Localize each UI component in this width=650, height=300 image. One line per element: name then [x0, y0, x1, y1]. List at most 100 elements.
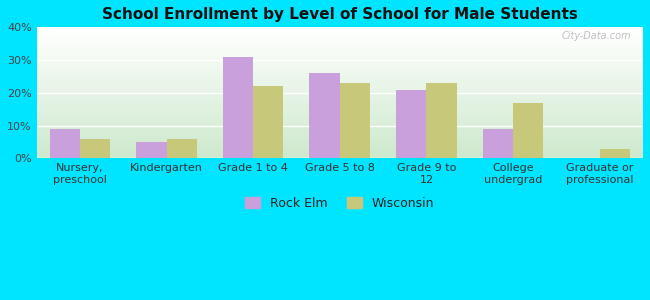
Bar — [36, 27, 650, 28]
Bar — [36, 43, 650, 44]
Bar — [36, 68, 650, 69]
Bar — [36, 74, 650, 75]
Bar — [36, 123, 650, 124]
Bar — [36, 49, 650, 50]
Bar — [36, 56, 650, 57]
Bar — [36, 102, 650, 103]
Bar — [36, 52, 650, 53]
Bar — [36, 144, 650, 145]
Bar — [36, 31, 650, 32]
Bar — [36, 143, 650, 144]
Bar — [36, 82, 650, 83]
Bar — [136, 142, 166, 158]
Bar — [36, 98, 650, 99]
Bar — [36, 34, 650, 35]
Bar — [36, 125, 650, 126]
Bar — [36, 111, 650, 112]
Bar — [36, 128, 650, 129]
Bar — [36, 51, 650, 52]
Bar — [36, 113, 650, 114]
Bar — [36, 28, 650, 29]
Bar — [36, 38, 650, 39]
Bar — [36, 42, 650, 43]
Bar — [49, 129, 80, 158]
Bar — [36, 126, 650, 127]
Bar — [309, 73, 340, 158]
Bar — [36, 108, 650, 109]
Bar — [36, 134, 650, 135]
Bar — [36, 32, 650, 33]
Bar — [223, 57, 253, 158]
Bar — [36, 135, 650, 136]
Bar — [36, 66, 650, 67]
Bar — [36, 88, 650, 89]
Bar — [36, 89, 650, 90]
Bar — [36, 80, 650, 81]
Bar — [36, 73, 650, 74]
Bar — [36, 142, 650, 143]
Bar — [36, 33, 650, 34]
Bar — [36, 53, 650, 54]
Bar — [36, 97, 650, 98]
Bar — [36, 41, 650, 42]
Bar — [36, 109, 650, 110]
Bar — [36, 122, 650, 123]
Bar — [36, 47, 650, 48]
Bar — [36, 84, 650, 85]
Bar — [36, 153, 650, 154]
Bar — [36, 90, 650, 91]
Bar — [36, 46, 650, 47]
Bar — [483, 129, 513, 158]
Bar — [36, 92, 650, 93]
Bar — [36, 77, 650, 78]
Bar — [36, 96, 650, 97]
Bar — [36, 71, 650, 72]
Bar — [36, 62, 650, 63]
Bar — [36, 139, 650, 140]
Bar — [36, 137, 650, 138]
Bar — [36, 130, 650, 131]
Bar — [36, 99, 650, 100]
Bar — [36, 79, 650, 80]
Bar — [36, 151, 650, 152]
Bar — [36, 120, 650, 121]
Bar — [36, 64, 650, 65]
Bar — [340, 83, 370, 158]
Bar — [36, 131, 650, 132]
Bar — [36, 115, 650, 116]
Bar — [253, 86, 283, 158]
Bar — [36, 75, 650, 76]
Bar — [80, 139, 111, 158]
Bar — [36, 48, 650, 49]
Bar — [36, 149, 650, 150]
Bar — [36, 121, 650, 122]
Bar — [36, 106, 650, 107]
Bar — [36, 87, 650, 88]
Bar — [36, 78, 650, 79]
Bar — [36, 59, 650, 60]
Bar — [600, 148, 630, 158]
Bar — [36, 152, 650, 153]
Bar — [36, 101, 650, 102]
Bar — [36, 65, 650, 66]
Bar — [36, 119, 650, 120]
Bar — [36, 67, 650, 68]
Bar — [36, 57, 650, 58]
Bar — [36, 124, 650, 125]
Bar — [36, 85, 650, 86]
Bar — [36, 44, 650, 45]
Bar — [36, 100, 650, 101]
Bar — [36, 145, 650, 146]
Bar — [36, 94, 650, 95]
Bar — [36, 146, 650, 147]
Bar — [36, 148, 650, 149]
Bar — [36, 114, 650, 115]
Bar — [36, 107, 650, 108]
Bar — [36, 140, 650, 141]
Bar — [36, 86, 650, 87]
Title: School Enrollment by Level of School for Male Students: School Enrollment by Level of School for… — [102, 7, 578, 22]
Bar — [426, 83, 457, 158]
Bar — [36, 54, 650, 55]
Bar — [36, 104, 650, 105]
Bar — [36, 112, 650, 113]
